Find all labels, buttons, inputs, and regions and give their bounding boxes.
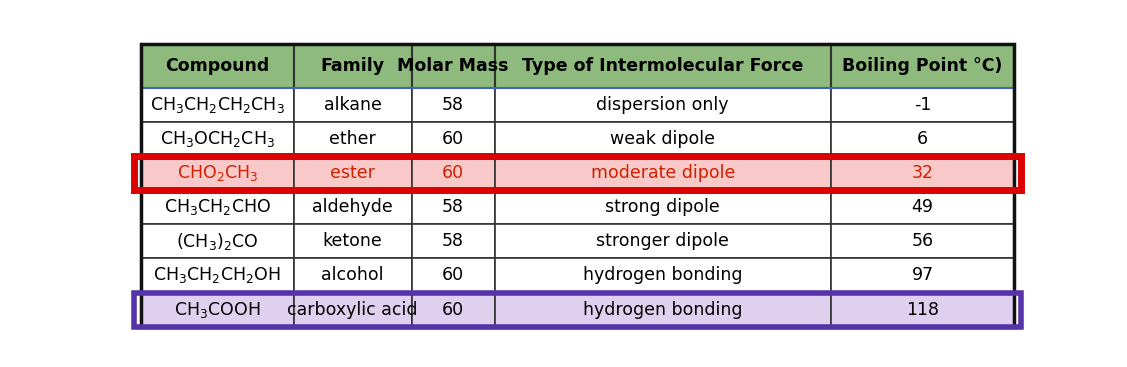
- Text: 97: 97: [912, 266, 933, 284]
- Text: 32: 32: [912, 164, 933, 182]
- Text: 49: 49: [912, 198, 933, 216]
- Text: 60: 60: [442, 301, 464, 319]
- Bar: [411, 88, 495, 122]
- Bar: [294, 292, 411, 327]
- Text: aldehyde: aldehyde: [312, 198, 393, 216]
- Bar: [141, 258, 294, 292]
- Text: Molar Mass: Molar Mass: [398, 57, 509, 75]
- Text: 58: 58: [442, 232, 464, 250]
- Text: 60: 60: [442, 130, 464, 148]
- Bar: [411, 44, 495, 88]
- Bar: [831, 292, 1014, 327]
- Text: Family: Family: [320, 57, 384, 75]
- Bar: [141, 156, 294, 190]
- Bar: [831, 224, 1014, 258]
- Text: 58: 58: [442, 96, 464, 114]
- Text: 60: 60: [442, 164, 464, 182]
- Text: Boiling Point °C): Boiling Point °C): [842, 57, 1003, 75]
- Text: ester: ester: [330, 164, 375, 182]
- Bar: [294, 224, 411, 258]
- Bar: [294, 258, 411, 292]
- Bar: [411, 190, 495, 224]
- Bar: [495, 258, 831, 292]
- Bar: [831, 156, 1014, 190]
- Text: ether: ether: [329, 130, 376, 148]
- Bar: [141, 88, 1014, 327]
- Bar: [141, 190, 294, 224]
- Bar: [831, 190, 1014, 224]
- Text: 60: 60: [442, 266, 464, 284]
- Text: $\mathregular{CH_3COOH}$: $\mathregular{CH_3COOH}$: [174, 299, 260, 320]
- Text: ketone: ketone: [322, 232, 382, 250]
- Bar: [141, 224, 294, 258]
- Bar: [141, 292, 294, 327]
- Text: 56: 56: [912, 232, 933, 250]
- Text: carboxylic acid: carboxylic acid: [287, 301, 418, 319]
- Bar: [294, 190, 411, 224]
- Bar: [495, 292, 831, 327]
- Bar: [411, 122, 495, 156]
- Bar: [294, 88, 411, 122]
- Text: $\mathregular{CH_3CH_2CHO}$: $\mathregular{CH_3CH_2CHO}$: [163, 197, 270, 217]
- Bar: [831, 122, 1014, 156]
- Text: hydrogen bonding: hydrogen bonding: [583, 301, 743, 319]
- Bar: [495, 224, 831, 258]
- Text: 6: 6: [917, 130, 929, 148]
- Bar: [831, 44, 1014, 88]
- Bar: [411, 156, 495, 190]
- Bar: [495, 156, 831, 190]
- Text: strong dipole: strong dipole: [605, 198, 720, 216]
- Bar: [495, 44, 831, 88]
- Bar: [411, 258, 495, 292]
- Text: alkane: alkane: [323, 96, 382, 114]
- Bar: [134, 292, 1021, 327]
- Bar: [134, 156, 1021, 190]
- Text: stronger dipole: stronger dipole: [596, 232, 729, 250]
- Bar: [831, 258, 1014, 292]
- Bar: [831, 88, 1014, 122]
- Bar: [294, 156, 411, 190]
- Text: 58: 58: [442, 198, 464, 216]
- Text: $\mathregular{CH_3CH_2CH_2CH_3}$: $\mathregular{CH_3CH_2CH_2CH_3}$: [150, 95, 285, 115]
- Text: dispersion only: dispersion only: [596, 96, 729, 114]
- Bar: [141, 122, 294, 156]
- Bar: [495, 190, 831, 224]
- Text: -1: -1: [914, 96, 931, 114]
- Bar: [495, 88, 831, 122]
- Bar: [411, 224, 495, 258]
- Text: $\mathregular{CHO_2CH_3}$: $\mathregular{CHO_2CH_3}$: [177, 163, 258, 183]
- Bar: [141, 88, 294, 122]
- Text: Type of Intermolecular Force: Type of Intermolecular Force: [522, 57, 804, 75]
- Text: 118: 118: [906, 301, 939, 319]
- Bar: [294, 122, 411, 156]
- Bar: [411, 292, 495, 327]
- Bar: [294, 44, 411, 88]
- Text: $\mathregular{CH_3OCH_2CH_3}$: $\mathregular{CH_3OCH_2CH_3}$: [160, 129, 275, 149]
- Bar: [495, 122, 831, 156]
- Text: $\mathregular{(CH_3)_2CO}$: $\mathregular{(CH_3)_2CO}$: [176, 231, 258, 252]
- Text: hydrogen bonding: hydrogen bonding: [583, 266, 743, 284]
- Text: moderate dipole: moderate dipole: [591, 164, 735, 182]
- Text: weak dipole: weak dipole: [610, 130, 716, 148]
- Bar: [141, 44, 294, 88]
- Text: alcohol: alcohol: [321, 266, 384, 284]
- Text: Compound: Compound: [166, 57, 269, 75]
- Text: $\mathregular{CH_3CH_2CH_2OH}$: $\mathregular{CH_3CH_2CH_2OH}$: [153, 265, 282, 286]
